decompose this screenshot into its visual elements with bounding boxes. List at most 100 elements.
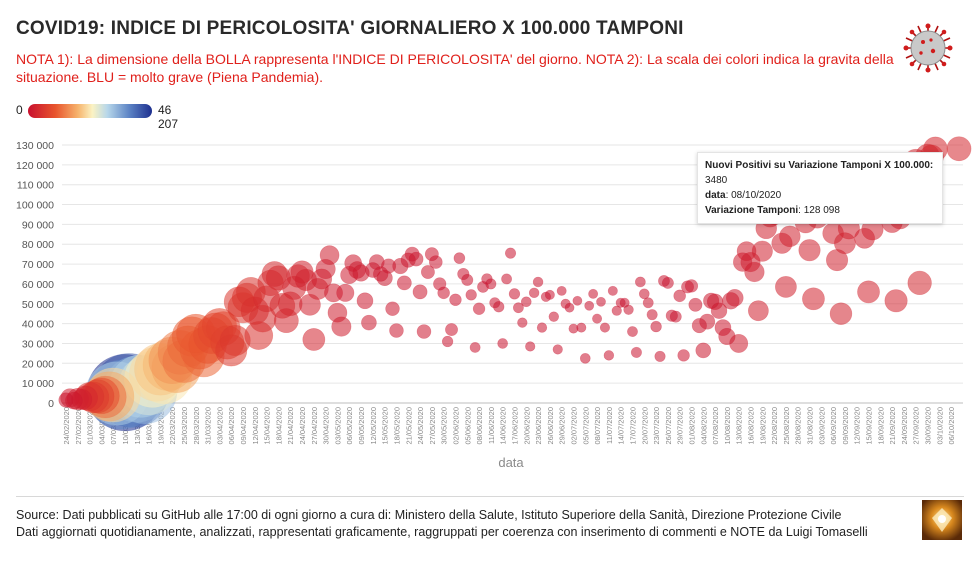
x-tick-label: 17/07/2020 (628, 407, 637, 445)
bubble[interactable] (513, 302, 524, 314)
x-tick-label: 27/09/2020 (912, 407, 921, 445)
bubble[interactable] (564, 302, 575, 313)
bubble[interactable] (536, 322, 548, 333)
bubble[interactable] (658, 275, 670, 287)
bubble[interactable] (544, 289, 555, 300)
bubble[interactable] (596, 296, 606, 307)
bubble[interactable] (681, 280, 694, 294)
bubble[interactable] (412, 284, 428, 300)
bubble[interactable] (798, 239, 821, 262)
x-tick-label: 23/07/2020 (652, 407, 661, 445)
x-tick-label: 12/09/2020 (853, 407, 862, 445)
bubble[interactable] (508, 288, 521, 300)
bubble[interactable] (385, 301, 400, 316)
bubble[interactable] (857, 280, 880, 304)
bubble[interactable] (453, 252, 466, 264)
bubble[interactable] (733, 252, 753, 272)
bubble[interactable] (603, 350, 615, 361)
bubble[interactable] (650, 320, 662, 333)
bubble[interactable] (429, 255, 443, 269)
bubble[interactable] (472, 302, 486, 315)
bubble[interactable] (381, 258, 397, 274)
bubble[interactable] (449, 293, 462, 306)
bubble[interactable] (695, 342, 712, 359)
bubble[interactable] (504, 247, 517, 259)
bubble[interactable] (775, 276, 797, 298)
bubble[interactable] (501, 273, 512, 285)
bubble[interactable] (548, 311, 560, 322)
author-badge-icon (922, 500, 962, 540)
bubble[interactable] (497, 338, 508, 349)
bubble[interactable] (437, 286, 450, 300)
bubble[interactable] (579, 353, 591, 364)
bubble[interactable] (420, 265, 435, 279)
bubble[interactable] (638, 288, 650, 300)
x-tick-label: 29/07/2020 (676, 407, 685, 445)
x-tick-label: 06/10/2020 (947, 407, 956, 445)
bubble[interactable] (396, 275, 412, 291)
x-tick-label: 17/06/2020 (510, 407, 519, 445)
bubble[interactable] (829, 302, 853, 325)
bubble[interactable] (691, 318, 707, 334)
bubble[interactable] (532, 276, 544, 288)
bubble[interactable] (319, 245, 340, 265)
bubble[interactable] (465, 289, 477, 301)
source-line-1: Source: Dati pubblicati su GitHub alle 1… (16, 508, 842, 522)
bubble[interactable] (588, 288, 599, 299)
bubble[interactable] (654, 350, 666, 362)
bubble[interactable] (669, 310, 682, 323)
bubble[interactable] (619, 297, 630, 308)
bubble[interactable] (327, 302, 348, 323)
x-tick-label: 18/09/2020 (876, 407, 885, 445)
tooltip: Nuovi Positivi su Variazione Tamponi X 1… (697, 152, 943, 224)
bubble[interactable] (611, 305, 622, 316)
bubble[interactable] (673, 289, 686, 303)
bubble[interactable] (584, 300, 595, 311)
bubble[interactable] (361, 314, 377, 331)
bubble-chart[interactable]: 0 10 000 20 000 30 000 40 000 50 000 60 000 70 … (0, 130, 980, 480)
bubble[interactable] (408, 251, 424, 267)
bubble[interactable] (907, 270, 932, 296)
bubble[interactable] (336, 283, 355, 302)
bubble[interactable] (302, 328, 326, 351)
bubble[interactable] (627, 326, 638, 337)
bubble[interactable] (646, 309, 658, 321)
bubble[interactable] (714, 319, 732, 336)
bubble[interactable] (469, 342, 481, 353)
bubble[interactable] (568, 323, 579, 334)
bubble[interactable] (688, 297, 703, 312)
bubble[interactable] (592, 313, 603, 324)
x-tick-label: 02/07/2020 (569, 407, 578, 445)
bubble[interactable] (389, 323, 404, 338)
bubble[interactable] (884, 289, 908, 313)
bubble[interactable] (771, 232, 793, 254)
bubble[interactable] (677, 349, 690, 362)
bubble[interactable] (642, 297, 654, 309)
bubble[interactable] (528, 287, 540, 299)
bubble[interactable] (520, 296, 532, 308)
bubble[interactable] (572, 295, 583, 306)
bubble[interactable] (802, 287, 825, 311)
bubble[interactable] (552, 344, 563, 355)
bubble[interactable] (635, 276, 646, 288)
bubble[interactable] (489, 297, 501, 309)
bubble[interactable] (517, 317, 528, 328)
bubble[interactable] (703, 292, 720, 309)
bubble[interactable] (485, 278, 497, 290)
bubble[interactable] (525, 341, 536, 352)
bubble[interactable] (356, 292, 374, 310)
bubble[interactable] (556, 285, 567, 296)
bubble[interactable] (854, 227, 875, 249)
bubble[interactable] (607, 285, 618, 296)
bubble[interactable] (599, 322, 610, 333)
bubble[interactable] (461, 273, 474, 286)
bubble[interactable] (822, 222, 844, 245)
bubble[interactable] (946, 136, 972, 162)
bubble[interactable] (630, 346, 642, 358)
bubble[interactable] (416, 324, 432, 339)
y-tick-label: 50 000 (22, 299, 54, 311)
bubble[interactable] (441, 335, 454, 348)
bubble[interactable] (445, 323, 458, 336)
bubble[interactable] (748, 300, 769, 322)
bubble[interactable] (58, 392, 74, 408)
